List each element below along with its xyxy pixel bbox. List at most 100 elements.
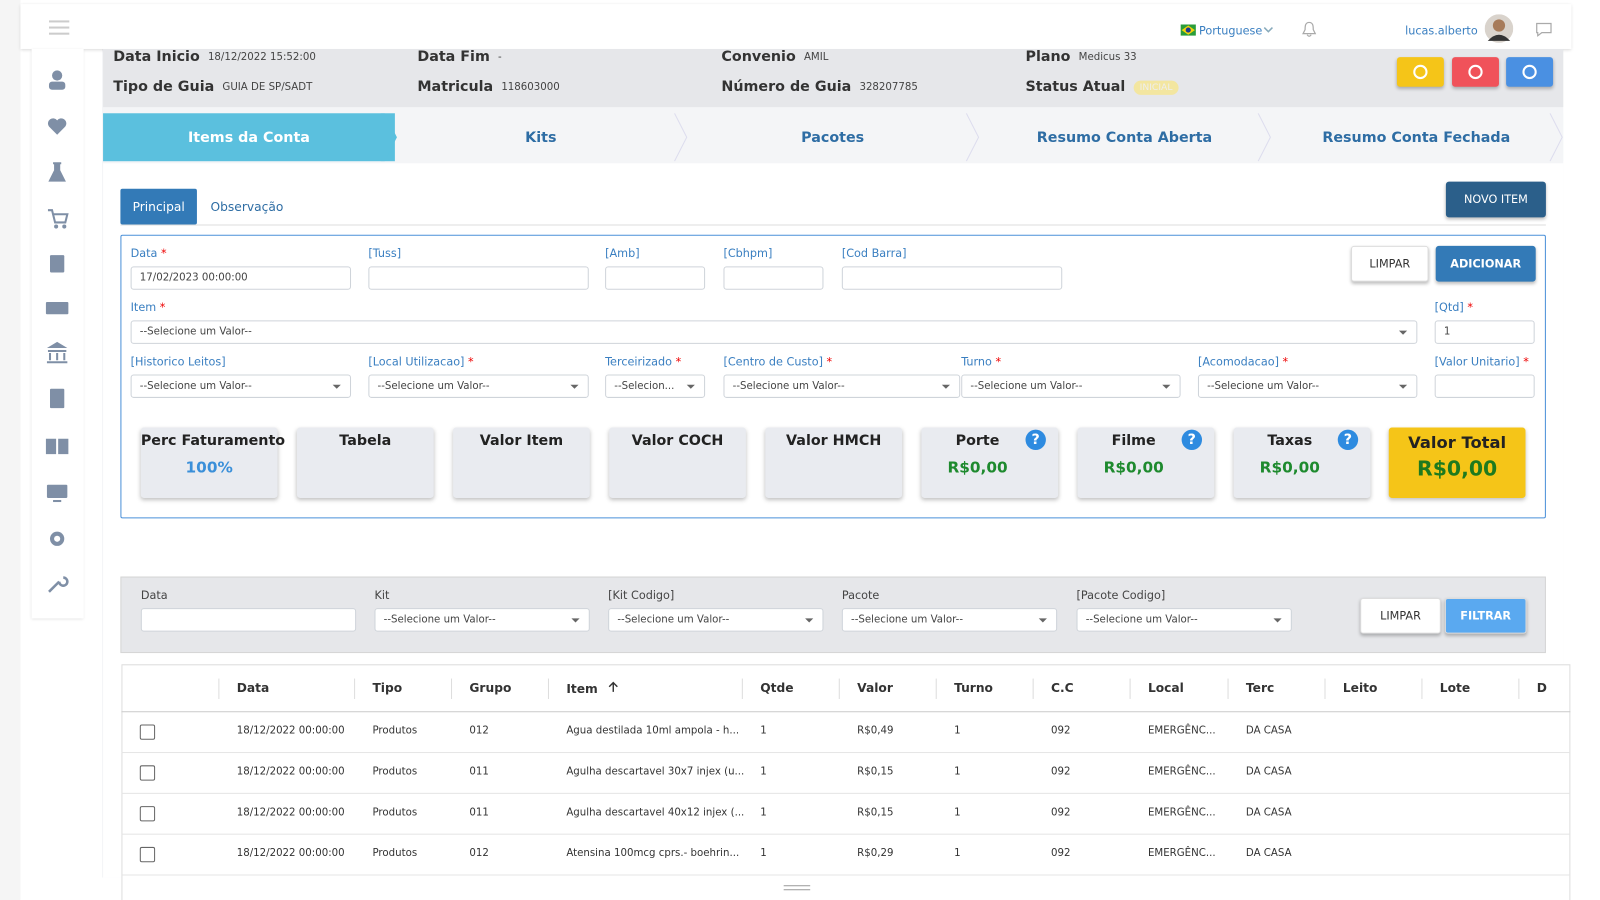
column-header[interactable]: Local	[1147, 680, 1184, 695]
table-cell: 092	[1051, 725, 1071, 737]
column-header[interactable]: Grupo	[469, 680, 512, 695]
header-label: Status Atual	[1025, 78, 1126, 95]
help-icon[interactable]: ?	[1025, 429, 1046, 450]
step[interactable]: Kits	[525, 129, 557, 146]
column-header[interactable]: Qtde	[760, 680, 794, 695]
form-button[interactable]: LIMPAR	[1351, 245, 1429, 282]
column-header[interactable]: Turno	[954, 680, 993, 695]
column-header[interactable]: Leito	[1342, 680, 1378, 695]
chat-icon[interactable]	[1536, 22, 1552, 37]
tab[interactable]: Observação	[210, 199, 284, 214]
form-field-input[interactable]: 17/02/2023 00:00:00	[130, 266, 352, 290]
filter-field-select[interactable]: --Selecione um Valor--	[1076, 608, 1292, 632]
form-field-select[interactable]: --Selecione um Valor--	[130, 374, 352, 398]
label-text: Turno	[961, 355, 992, 369]
required-mark: *	[159, 301, 166, 315]
table-cell: Produtos	[372, 766, 418, 778]
row-checkbox[interactable]	[139, 846, 156, 863]
row-line	[121, 874, 1571, 876]
column-header[interactable]: Lote	[1439, 680, 1471, 695]
username[interactable]: lucas.alberto	[1405, 24, 1478, 38]
avatar[interactable]	[1484, 14, 1514, 43]
form-field-label: [Cbhpm]	[723, 247, 772, 260]
step[interactable]: Resumo Conta Aberta	[1036, 129, 1213, 146]
form-field-input[interactable]	[723, 266, 824, 290]
help-icon[interactable]: ?	[1337, 429, 1359, 450]
required-mark: *	[1467, 301, 1473, 315]
field-value: --Selecione um Valor--	[617, 614, 730, 626]
table-cell: 1	[954, 807, 961, 819]
form-field-select[interactable]: --Selecione um Valor--	[723, 374, 961, 398]
form-field-select[interactable]: --Selecione um Valor--	[961, 374, 1181, 398]
table-cell: Produtos	[372, 847, 418, 860]
column-header[interactable]: Data	[236, 680, 270, 695]
language-selector[interactable]: Portuguese	[1198, 24, 1263, 38]
help-icon[interactable]: ?	[1181, 429, 1203, 450]
label-text: Data	[140, 588, 168, 603]
dropdown-caret	[1162, 384, 1171, 389]
button-label: LIMPAR	[1380, 609, 1421, 623]
row-checkbox[interactable]	[139, 806, 156, 822]
new-item-button[interactable]: NOVO ITEM	[1445, 181, 1546, 218]
summary-card: Valor Total R$0,00	[1388, 427, 1526, 498]
table-cell: 18/12/2022 00:00:00	[236, 807, 345, 819]
column-header[interactable]: Valor	[857, 680, 893, 695]
form-field-select[interactable]: --Selecion...	[605, 374, 706, 398]
table-separator	[741, 678, 743, 699]
column-header[interactable]: C.C	[1051, 680, 1074, 695]
form-field-input[interactable]	[368, 266, 589, 290]
form-field-input[interactable]	[1434, 374, 1535, 398]
field-value: 17/02/2023 00:00:00	[139, 272, 248, 284]
filter-field-select[interactable]: --Selecione um Valor--	[374, 608, 590, 632]
sidebar-icons[interactable]	[32, 49, 84, 618]
header-label: Convenio	[721, 48, 796, 66]
header-value: 328207785	[859, 81, 918, 93]
form-field-input[interactable]: 1	[1434, 320, 1535, 344]
form-field-select[interactable]: --Selecione um Valor--	[1197, 374, 1418, 398]
table-separator	[1324, 678, 1326, 699]
row-checkbox[interactable]	[139, 724, 156, 740]
column-header[interactable]: Tipo	[372, 680, 403, 695]
filter-field-input[interactable]	[140, 608, 357, 632]
summary-card: Valor Item	[453, 427, 590, 498]
field-value: --Selecione um Valor--	[851, 614, 964, 626]
table-cell: 1	[954, 847, 961, 860]
table-separator	[935, 678, 937, 699]
step[interactable]: Items da Conta	[103, 113, 395, 162]
form-field-select[interactable]: --Selecione um Valor--	[368, 374, 589, 398]
undo-button[interactable]	[1452, 57, 1499, 87]
column-header[interactable]: Terc	[1245, 680, 1275, 695]
form-field-input[interactable]	[841, 266, 1063, 290]
column-header[interactable]: Item	[566, 681, 620, 696]
bell-icon[interactable]	[1302, 21, 1317, 37]
label-text: Terceirizado	[605, 355, 673, 369]
sort-icon[interactable]	[606, 681, 620, 693]
field-value: --Selecione um Valor--	[1085, 614, 1198, 626]
form-field-label: [Acomodacao] *	[1198, 355, 1288, 368]
edit-button[interactable]	[1396, 57, 1444, 87]
label-text: [Pacote Codigo]	[1076, 588, 1166, 603]
card-value: R$0,00	[1103, 458, 1164, 477]
dropdown-caret	[1038, 618, 1047, 623]
menu-icon[interactable]	[48, 19, 70, 35]
filter-field-select[interactable]: --Selecione um Valor--	[841, 608, 1058, 632]
column-header[interactable]: D	[1536, 680, 1547, 695]
header-value: GUIA DE SP/SADT	[222, 81, 313, 93]
filter-button[interactable]: FILTRAR	[1444, 597, 1527, 634]
form-button[interactable]: ADICIONAR	[1435, 245, 1536, 282]
card-label: Perc Faturamento	[140, 432, 286, 449]
confirm-button[interactable]	[1506, 57, 1554, 87]
filter-field-select[interactable]: --Selecione um Valor--	[608, 608, 824, 632]
tab[interactable]: Principal	[120, 188, 197, 225]
form-field-select[interactable]: --Selecione um Valor--	[130, 320, 1418, 344]
filter-field-label: Data	[141, 589, 168, 602]
step[interactable]: Pacotes	[801, 129, 865, 146]
header-value: 18/12/2022 15:52:00	[207, 52, 316, 64]
form-field-label: Data *	[131, 247, 167, 260]
table-cell: 18/12/2022 00:00:00	[236, 725, 345, 737]
row-checkbox[interactable]	[139, 765, 156, 781]
filter-button[interactable]: LIMPAR	[1360, 597, 1441, 634]
step[interactable]: Resumo Conta Fechada	[1322, 129, 1511, 146]
form-field-input[interactable]	[605, 266, 706, 290]
resize-handle[interactable]	[782, 884, 813, 892]
